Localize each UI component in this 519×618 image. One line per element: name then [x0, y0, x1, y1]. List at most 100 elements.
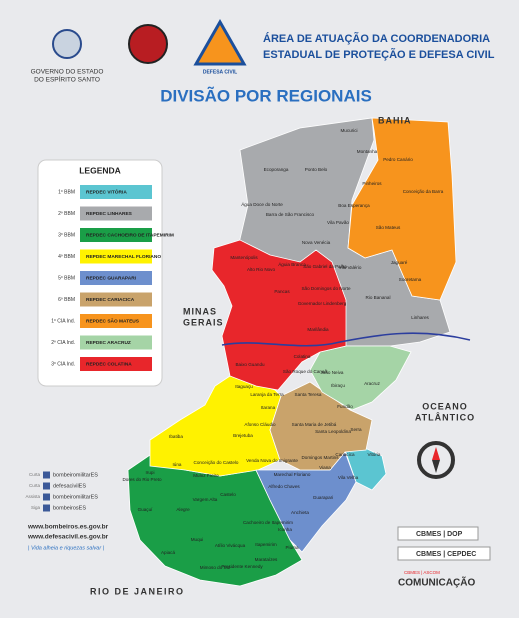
city-label: Presidente Kennedy [221, 564, 263, 569]
civil-defense-emblem [193, 18, 247, 66]
city-label: Iúna [173, 462, 182, 467]
fire-emblem [128, 24, 168, 64]
legend-unit: 2º CIA Ind. [51, 340, 75, 346]
region [347, 117, 457, 301]
social-handle: bombeirosES [53, 505, 86, 511]
city-label: Itaguaçu [235, 384, 253, 389]
city-label: Vitória [368, 452, 381, 457]
neighbor-label: RIO DE JANEIRO [90, 586, 185, 596]
city-label: São Roque do Canaã [283, 369, 328, 374]
city-label: Muqui [191, 537, 204, 542]
city-label: Marilândia [307, 327, 329, 332]
city-label: São Domingos do Norte [301, 286, 350, 291]
legend-label: REPDEC ARACRUZ [86, 340, 131, 346]
city-label: Irupi [146, 470, 155, 475]
website: www.bombeiros.es.gov.br [27, 524, 109, 531]
social-icon [43, 482, 50, 490]
city-label: Itarana [261, 405, 276, 410]
map-title: DIVISÃO POR REGIONAIS [160, 85, 372, 105]
legend-swatch [80, 314, 152, 328]
legend-label: REPDEC COLATINA [86, 361, 132, 367]
city-label: Marataízes [255, 557, 278, 562]
city-label: Cariacica [335, 452, 355, 457]
city-label: Itapemirim [255, 542, 277, 547]
legend-swatch [80, 271, 152, 285]
city-label: Jaguaré [391, 260, 408, 265]
city-label: Mimoso do Sul [200, 565, 230, 570]
city-label: Governador Lindenberg [298, 301, 347, 306]
city-label: Linhares [411, 315, 429, 320]
city-label: Vila Valério [339, 265, 362, 270]
city-label: Barra de São Francisco [266, 212, 315, 217]
legend-swatch [80, 335, 152, 350]
neighbor-label: MINAS [183, 306, 217, 316]
social-verb: Curta [29, 472, 41, 477]
credit: CBMES | DOP [416, 531, 463, 538]
river [221, 332, 471, 347]
legend: 1º BBM REPDEC VITÓRIA 2º BBM REPDEC LINHARE… [51, 185, 174, 371]
legend-swatch [80, 357, 152, 371]
city-label: Água Doce do Norte [241, 201, 283, 207]
compass-needle [432, 447, 440, 460]
city-label: Alto Rio Novo [247, 267, 276, 272]
legend-label: REPDEC SÃO MATEUS [86, 317, 140, 324]
city-label: Vila Velha [338, 475, 359, 480]
legend-unit: 1º CIA Ind. [51, 318, 75, 324]
credit: CBMES | CEPDEC [416, 551, 476, 558]
social-links: Curta bombeiromilitarES Curta defesacivilES… [25, 471, 98, 512]
social-handle: bombeiromilitarES [53, 494, 98, 500]
city-label: Anchieta [291, 510, 309, 515]
city-label: Colatina [294, 354, 311, 359]
city-label: Ibatiba [169, 434, 183, 439]
city-label: Pinheiros [362, 181, 382, 186]
city-label: Montanha [357, 149, 378, 154]
city-label: Afonso Cláudio [244, 422, 276, 427]
city-label: Castelo [220, 492, 236, 497]
legend-swatch [80, 206, 152, 221]
social-verb: Curta [29, 483, 41, 488]
city-label: Mantenópolis [230, 255, 258, 260]
city-label: Marechal Floriano [274, 472, 311, 477]
logo-text: GOVERNO DO ESTADO [31, 69, 104, 76]
city-label: Ibiraçu [331, 383, 345, 388]
social-handle: defesacivilES [53, 483, 86, 489]
city-label: Laranja da Terra [250, 392, 284, 397]
logos [52, 18, 247, 66]
city-label: Dores do Rio Preto [122, 477, 162, 482]
legend-unit: 5º BBM [58, 275, 75, 281]
compass-needle [432, 460, 440, 473]
legend-label: REPDEC LINHARES [86, 211, 133, 217]
city-label: Vargem Alta [193, 497, 218, 502]
legend-swatch [80, 228, 152, 242]
neighbor-label: BAHIA [378, 115, 412, 125]
city-label: Boa Esperança [338, 203, 370, 208]
city-label: Fundão [337, 404, 353, 409]
city-label: Ponto Belo [305, 167, 328, 172]
neighbor-label: ATLÂNTICO [415, 411, 475, 422]
city-label: Iconha [278, 527, 292, 532]
city-label: Serra [350, 427, 362, 432]
credit-box [397, 546, 491, 561]
city-label: Pedro Canário [383, 157, 413, 162]
header-title: ESTADUAL DE PROTEÇÃO E DEFESA CIVIL [263, 48, 495, 61]
city-label: Guaçuí [138, 507, 154, 512]
city-label: João Neiva [321, 370, 344, 375]
social-verb: Siga [31, 505, 41, 510]
city-label: Conceição do Castelo [194, 460, 239, 465]
city-label: Águia Branca [278, 261, 306, 267]
region [309, 345, 412, 411]
legend-unit: 4º BBM [58, 254, 75, 260]
credit-box [397, 526, 479, 541]
state-emblem [52, 29, 82, 59]
social-verb: Assista [25, 494, 40, 499]
neighbor-label: GERAIS [183, 317, 224, 327]
city-label: Guarapari [313, 495, 333, 500]
logo-text: DO ESPÍRITO SANTO [34, 75, 100, 84]
city-label: Ecoporanga [264, 167, 289, 172]
credit: CBMES | ASCOM [404, 570, 440, 575]
legend-label: REPDEC VITÓRIA [86, 187, 127, 195]
city-label: Nova Venécia [302, 240, 331, 245]
city-label: Sooretama [399, 277, 422, 282]
city-label: Baixo Guandu [235, 362, 265, 367]
